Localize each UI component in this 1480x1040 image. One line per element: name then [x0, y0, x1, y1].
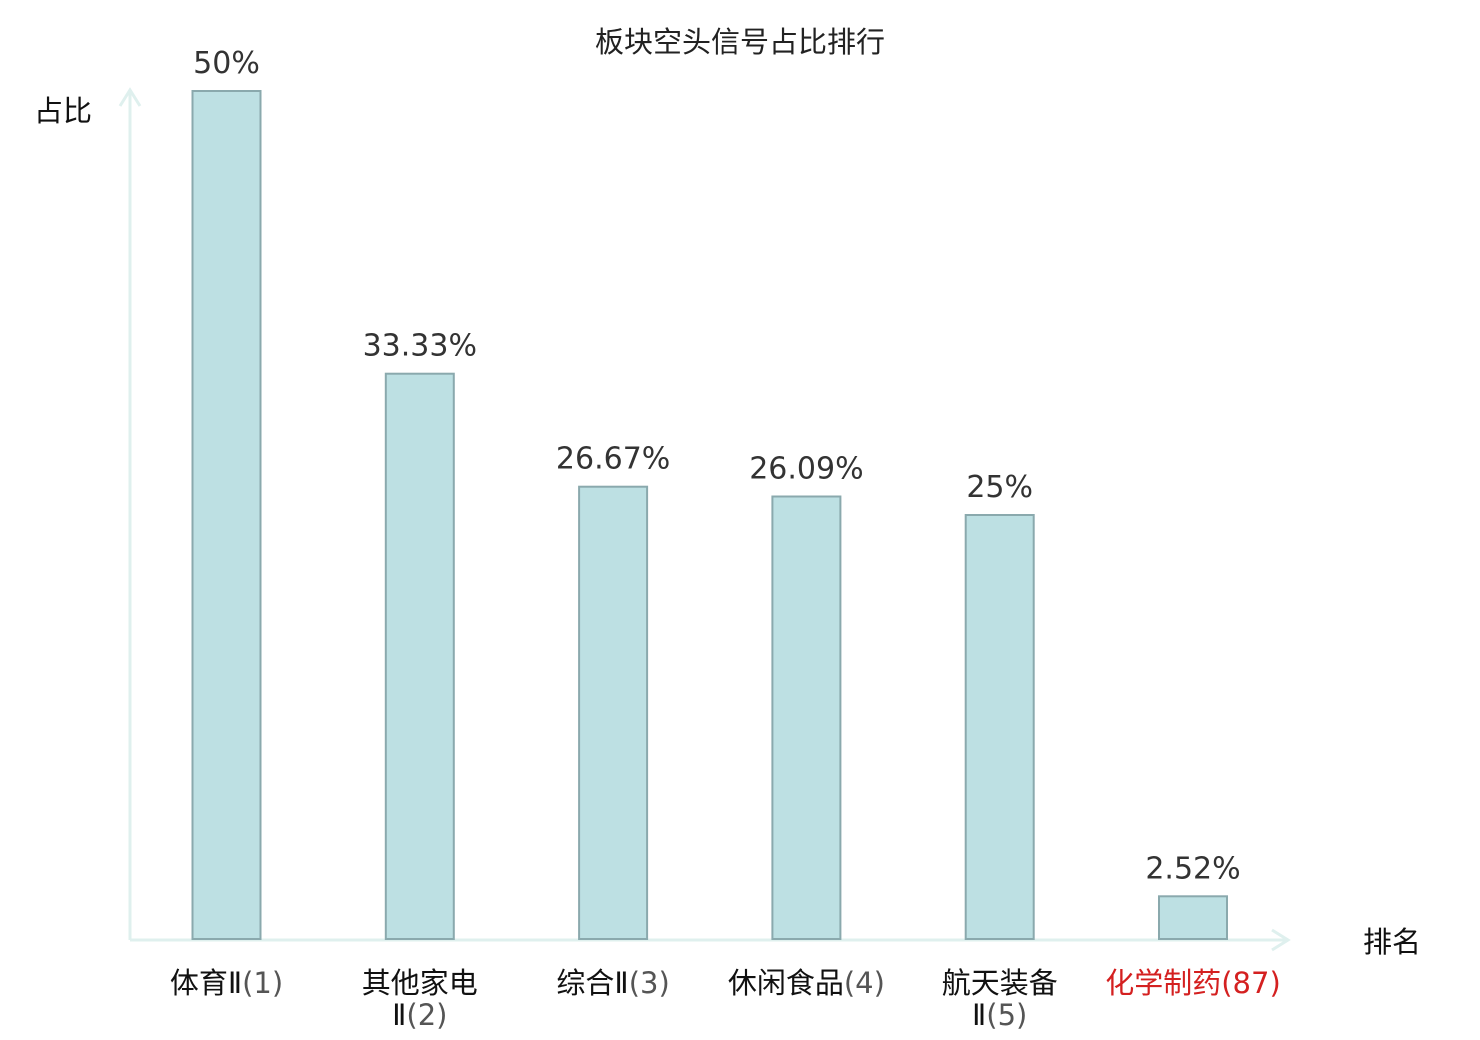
category-label-1: 其他家电 Ⅱ(2): [362, 966, 478, 1032]
value-labels-group: 50% 33.33% 26.67% 26.09% 25% 2.52%: [193, 46, 1241, 886]
category-label-3: 休闲食品(4): [728, 966, 885, 1000]
x-axis-label: 排名: [1363, 925, 1421, 959]
bar-2: [578, 485, 649, 940]
value-label-4: 25%: [966, 470, 1033, 505]
value-label-0: 50%: [193, 46, 260, 81]
bar-0: [191, 90, 262, 940]
bar-3: [771, 495, 842, 940]
bar-5: [1158, 895, 1228, 940]
bars-group: [191, 90, 1228, 940]
bar-1: [384, 372, 455, 940]
value-label-5: 2.52%: [1145, 851, 1240, 886]
bar-4: [964, 514, 1035, 940]
category-labels-group: 体育Ⅱ(1) 其他家电 Ⅱ(2) 综合Ⅱ(3) 休闲食品(4) 航天装备 Ⅱ(5) 化学制药(…: [170, 966, 1281, 1032]
chart-title: 板块空头信号占比排行: [595, 25, 885, 59]
value-label-3: 26.09%: [749, 452, 863, 487]
category-label-2: 综合Ⅱ(3): [556, 966, 669, 1000]
axes: [118, 87, 1291, 952]
category-label-0: 体育Ⅱ(1): [170, 966, 283, 1000]
y-axis-arrow: [118, 87, 142, 107]
value-label-2: 26.67%: [556, 442, 670, 477]
x-axis-arrow: [1271, 928, 1291, 952]
category-label-4: 航天装备 Ⅱ(5): [942, 966, 1058, 1032]
category-label-5: 化学制药(87): [1105, 966, 1281, 1000]
y-axis-label: 占比: [34, 94, 92, 128]
value-label-1: 33.33%: [363, 329, 477, 364]
